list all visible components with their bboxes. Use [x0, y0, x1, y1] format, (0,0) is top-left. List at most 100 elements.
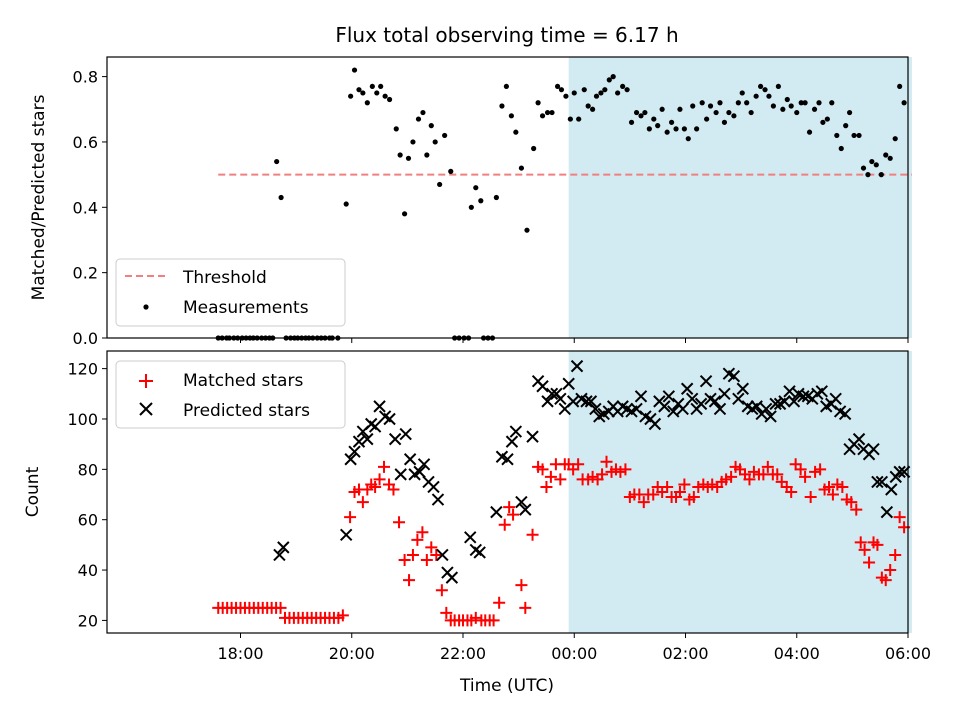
x-tick-label: 04:00 — [774, 644, 820, 663]
predicted-star-point — [680, 382, 694, 395]
predicted-star-point — [431, 493, 445, 506]
predicted-star-point — [815, 385, 828, 398]
measurement-point — [397, 152, 403, 158]
bottom-axes-frame — [106, 350, 909, 634]
measurement-point — [846, 109, 853, 116]
matched-star-point — [850, 503, 863, 516]
predicted-star-point — [885, 483, 898, 496]
measurement-point — [610, 74, 616, 80]
matched-star-point — [747, 465, 760, 478]
predicted-star-point — [829, 392, 842, 406]
predicted-star-point — [648, 417, 662, 431]
measurement-point — [278, 194, 284, 201]
measurement-point — [348, 93, 354, 99]
matched-star-point — [435, 584, 448, 597]
top-legend-box — [115, 258, 346, 327]
matched-star-point — [836, 480, 849, 493]
legend-matched-swatch — [139, 374, 153, 388]
measurement-point — [558, 87, 565, 93]
matched-star-point — [647, 488, 660, 501]
matched-star-point — [858, 543, 871, 556]
measurement-point — [856, 132, 862, 139]
top-legend: Threshold Measurements — [115, 258, 346, 327]
matched-star-point — [378, 460, 391, 473]
matched-star-point — [586, 470, 599, 483]
predicted-star-point — [570, 359, 584, 373]
matched-star-point — [893, 511, 906, 524]
measurement-point — [878, 172, 884, 178]
predicted-star-point — [562, 377, 575, 390]
measurement-point — [378, 83, 384, 90]
matched-stars-points — [212, 455, 911, 627]
measurement-point — [628, 119, 635, 125]
matched-star-point — [871, 538, 884, 551]
predicted-star-point — [464, 531, 477, 544]
legend-threshold-label: Threshold — [182, 268, 267, 288]
measurement-point — [668, 119, 675, 125]
measurement-point — [851, 132, 857, 139]
predicted-star-point — [736, 382, 750, 395]
predicted-star-point — [708, 395, 722, 408]
matched-star-point — [503, 501, 516, 514]
predicted-star-point — [667, 405, 680, 418]
matched-star-point — [387, 483, 400, 496]
bottom-legend: Matched stars Predicted stars — [115, 360, 346, 429]
measurement-point — [424, 152, 430, 158]
measurement-point — [624, 87, 630, 93]
bottom-y-tick-label: 100 — [67, 410, 98, 429]
matched-star-point — [619, 463, 632, 476]
measurement-point — [869, 158, 875, 165]
measurement-point — [788, 103, 794, 109]
predicted-star-point — [871, 475, 884, 489]
matched-star-point — [725, 470, 738, 483]
measurement-point — [753, 93, 759, 99]
predicted-star-point — [361, 432, 374, 446]
predicted-star-point — [394, 468, 407, 481]
predicted-star-point — [759, 402, 773, 416]
observing-window-shade — [568, 57, 912, 338]
bottom-panel: 20 40 60 80 100 120 18:00 20:00 22:00 00:00 02:00… — [23, 350, 931, 696]
predicted-star-point — [685, 392, 699, 406]
top-y-tick-label: 0.4 — [73, 198, 98, 217]
predicted-star-point — [515, 495, 528, 509]
measurement-point — [664, 129, 670, 135]
measurement-point — [739, 90, 745, 96]
top-y-axis-ticks: 0.0 0.2 0.4 0.6 0.8 — [73, 68, 107, 348]
figure-title: Flux total observing time = 6.17 h — [335, 23, 678, 47]
measurement-point — [744, 100, 750, 106]
matched-star-point — [884, 564, 897, 577]
predicted-star-point — [352, 435, 366, 448]
measurement-point — [897, 83, 903, 90]
matched-star-point — [823, 480, 836, 493]
matched-star-point — [572, 458, 585, 471]
measurement-point — [493, 194, 499, 201]
measurement-point — [478, 198, 484, 204]
matched-star-point — [720, 473, 733, 486]
measurement-point — [766, 93, 772, 99]
predicted-star-point — [373, 400, 386, 413]
measurement-point — [883, 152, 889, 158]
matched-star-point — [863, 556, 876, 569]
matched-star-point — [637, 496, 650, 509]
measurement-point — [473, 185, 479, 191]
measurement-point — [865, 172, 871, 178]
measurement-point — [677, 106, 683, 112]
measurement-point — [690, 103, 696, 109]
predicted-star-point — [852, 432, 866, 446]
measurement-point — [415, 116, 422, 122]
matched-star-point — [393, 516, 406, 529]
matched-star-point — [487, 614, 500, 627]
matched-star-point — [440, 606, 453, 619]
measurement-point — [834, 132, 840, 139]
predicted-star-point — [634, 390, 648, 403]
measurement-point — [442, 132, 448, 139]
matched-star-point — [889, 548, 902, 561]
measurement-point — [735, 100, 741, 106]
measurement-point — [713, 109, 719, 116]
measurement-point — [410, 139, 416, 145]
matched-star-point — [498, 518, 511, 531]
matched-star-point — [403, 574, 416, 587]
matched-star-point — [706, 478, 719, 491]
matched-star-point — [526, 528, 539, 541]
predicted-star-point — [519, 503, 532, 516]
